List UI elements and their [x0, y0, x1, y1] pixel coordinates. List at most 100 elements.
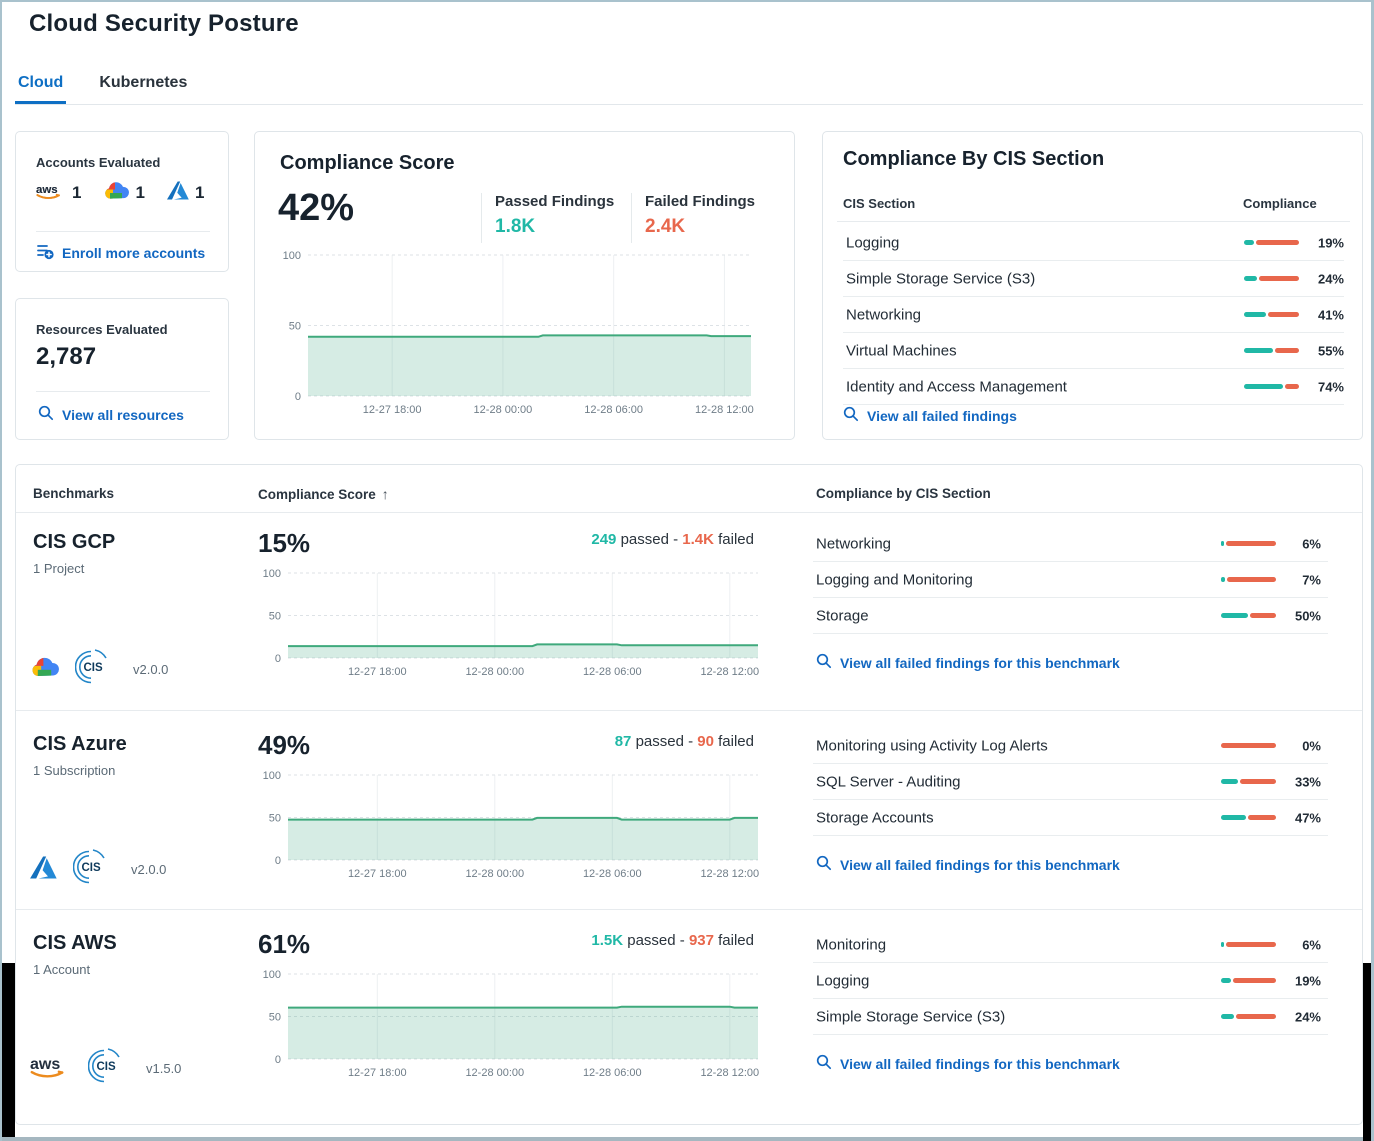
benchmark-logos: aws CIS v1.5.0 — [30, 1048, 181, 1089]
failed-findings-label: Failed Findings — [645, 193, 756, 210]
cis-section-row: Identity and Access Management 74% — [843, 369, 1344, 405]
benchmark-score: 49% — [258, 730, 311, 760]
enroll-more-accounts-label: Enroll more accounts — [62, 244, 206, 261]
svg-text:12-27 18:00: 12-27 18:00 — [348, 666, 407, 678]
gcp-count: 1 — [135, 183, 145, 202]
svg-text:50: 50 — [289, 321, 301, 333]
cis-section-row: Networking 6% — [813, 526, 1328, 562]
view-failed-findings-benchmark-link[interactable]: View all failed findings for this benchm… — [816, 653, 1120, 672]
compliance-bar — [1244, 312, 1299, 317]
desktop-background-left — [2, 963, 15, 1137]
benchmark-name: CIS AWS — [33, 932, 117, 954]
compliance-bar — [1244, 348, 1299, 353]
resources-evaluated-title: Resources Evaluated — [36, 322, 168, 337]
compliance-percent: 6% — [1302, 536, 1321, 551]
cis-section-row: Networking 41% — [843, 297, 1344, 333]
svg-text:CIS: CIS — [84, 662, 104, 674]
aws-logo-icon: aws — [36, 182, 66, 205]
cis-section-label: Storage — [816, 607, 869, 624]
failed-count: 937 — [688, 932, 714, 949]
tab-kubernetes[interactable]: Kubernetes — [99, 74, 188, 91]
view-failed-findings-benchmark-label: View all failed findings for this benchm… — [840, 654, 1120, 671]
view-all-resources-link[interactable]: View all resources — [38, 405, 184, 424]
benchmark-name: CIS GCP — [33, 531, 116, 553]
benchmark-sections: Networking 6% Logging and Monitoring 7% … — [813, 526, 1328, 671]
compliance-percent: 19% — [1317, 235, 1344, 250]
benchmark-version: v2.0.0 — [131, 862, 167, 877]
compliance-percent: 47% — [1294, 810, 1321, 825]
compliance-bar — [1221, 613, 1276, 618]
svg-text:aws: aws — [30, 1054, 60, 1072]
tab-cloud[interactable]: Cloud — [15, 74, 66, 104]
compliance-by-cis-section-column-header: Compliance by CIS Section — [816, 486, 991, 501]
card-divider — [36, 231, 210, 232]
cis-section-row: Virtual Machines 55% — [843, 333, 1344, 369]
svg-text:12-28 06:00: 12-28 06:00 — [583, 666, 642, 678]
compliance-percent: 55% — [1317, 343, 1344, 358]
compliance-percent: 0% — [1302, 738, 1321, 753]
benchmark-name: CIS Azure — [33, 733, 127, 755]
compliance-bar — [1221, 942, 1276, 947]
svg-text:12-28 12:00: 12-28 12:00 — [700, 1067, 759, 1079]
svg-text:12-28 00:00: 12-28 00:00 — [465, 1067, 524, 1079]
compliance-bar — [1221, 577, 1276, 582]
compliance-score-chart: 12-27 18:00 12-28 00:00 12-28 06:00 12-28 1… — [283, 250, 754, 416]
cis-section-row: Logging 19% — [843, 225, 1344, 261]
benchmark-row-cis-azure: CIS Azure 1 Subscription CIS v2.0.0 49% … — [16, 710, 1362, 910]
cis-section-label: Simple Storage Service (S3) — [816, 1008, 1006, 1025]
cis-section-label: Simple Storage Service (S3) — [846, 270, 1036, 287]
view-all-failed-findings-link[interactable]: View all failed findings — [843, 406, 1017, 425]
cis-section-row: Logging and Monitoring 7% — [813, 562, 1328, 598]
svg-text:0: 0 — [275, 1054, 281, 1066]
provider-counts: aws 1 1 1 — [36, 180, 204, 206]
compliance-bar — [1221, 1014, 1276, 1019]
benchmark-score-chart: 12-27 18:00 12-28 00:00 12-28 06:00 12-28 1… — [263, 568, 760, 678]
compliance-bar — [1221, 541, 1276, 546]
svg-text:100: 100 — [263, 568, 281, 580]
cis-section-card-title: Compliance By CIS Section — [843, 148, 1105, 170]
enroll-more-accounts-link[interactable]: Enroll more accounts — [36, 242, 205, 263]
resources-evaluated-value: 2,787 — [36, 343, 97, 370]
compliance-percent: 33% — [1294, 774, 1321, 789]
search-icon — [816, 653, 832, 672]
passed-count: 1.5K — [591, 932, 624, 949]
cis-section-column-header: CIS Section — [843, 196, 916, 211]
view-failed-findings-benchmark-link[interactable]: View all failed findings for this benchm… — [816, 1054, 1120, 1073]
compliance-score-column-header[interactable]: Compliance Score ↑ — [258, 486, 389, 502]
svg-text:12-28 00:00: 12-28 00:00 — [465, 666, 524, 678]
benchmarks-column-header: Benchmarks — [33, 486, 115, 501]
svg-text:CIS: CIS — [82, 862, 102, 874]
svg-text:12-28 12:00: 12-28 12:00 — [700, 868, 759, 880]
svg-text:aws: aws — [36, 183, 58, 195]
compliance-bar — [1244, 384, 1299, 389]
cis-section-label: Networking — [846, 306, 922, 323]
accounts-evaluated-card: Accounts Evaluated aws 1 1 1 Enroll more… — [15, 131, 229, 272]
svg-text:12-28 12:00: 12-28 12:00 — [695, 404, 754, 416]
svg-text:50: 50 — [269, 611, 281, 623]
table-header-divider — [16, 512, 1362, 513]
benchmark-scope: 1 Subscription — [33, 763, 116, 778]
passed-findings-block: Passed Findings 1.8K — [481, 193, 631, 243]
gcp-account-count: 1 — [103, 180, 145, 206]
enroll-accounts-icon — [36, 242, 54, 263]
azure-logo-icon — [30, 856, 57, 884]
svg-text:12-28 00:00: 12-28 00:00 — [474, 404, 533, 416]
gcp-logo-icon — [30, 655, 59, 684]
benchmark-logos: CIS v2.0.0 — [30, 849, 166, 890]
cis-section-row: Simple Storage Service (S3) 24% — [843, 261, 1344, 297]
failed-count: 1.4K — [682, 531, 714, 548]
view-failed-findings-benchmark-link[interactable]: View all failed findings for this benchm… — [816, 855, 1120, 874]
benchmark-scope: 1 Account — [33, 962, 91, 977]
cis-section-label: Logging — [816, 972, 870, 989]
compliance-percent: 74% — [1317, 379, 1344, 394]
svg-text:50: 50 — [269, 813, 281, 825]
compliance-score-card: Compliance Score 42% Passed Findings 1.8… — [254, 131, 795, 440]
compliance-score-title: Compliance Score — [280, 152, 455, 174]
svg-text:100: 100 — [263, 770, 281, 782]
window-bottom-frame — [2, 1137, 1363, 1141]
compliance-percent: 6% — [1302, 937, 1321, 952]
svg-text:12-28 12:00: 12-28 12:00 — [700, 666, 759, 678]
search-icon — [816, 855, 832, 874]
cis-section-label: Logging and Monitoring — [816, 571, 973, 588]
benchmark-score: 61% — [258, 929, 311, 959]
